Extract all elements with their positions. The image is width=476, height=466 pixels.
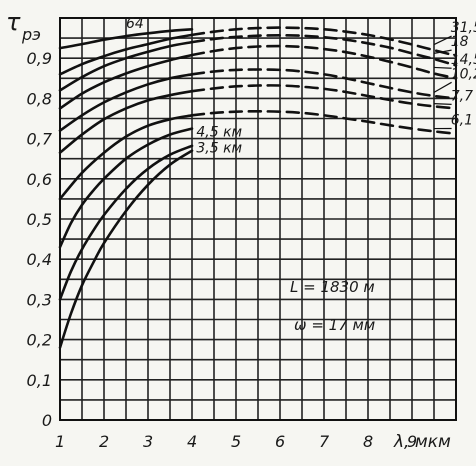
x-tick-label: 2 <box>99 432 109 451</box>
x-tick-label: 6 <box>275 432 285 451</box>
y-tick-label: 0 <box>42 411 52 430</box>
series-label: 7,7 <box>451 88 473 104</box>
series-leader-line <box>434 82 452 92</box>
x-tick-label: 1 <box>55 432 65 451</box>
x-axis-label: λ, мкм <box>393 432 451 452</box>
series-label: 3,5 км <box>196 141 242 157</box>
y-tick-label: 0,9 <box>27 49 52 68</box>
series-leader-line <box>434 67 452 68</box>
x-tick-label: 4 <box>187 432 197 451</box>
y-tick-label: 0,7 <box>27 130 53 149</box>
y-tick-label: 0,2 <box>27 331 52 350</box>
series-label: 10,2 <box>451 66 476 82</box>
y-tick-label: 0,8 <box>27 89 52 108</box>
series-leader-line <box>434 104 452 105</box>
annotation-width: ω = 17 мм <box>294 316 375 334</box>
y-tick-label: 0,4 <box>27 250 52 269</box>
annotation-length: L = 1830 м <box>290 278 375 296</box>
x-tick-label: 3 <box>143 432 153 451</box>
series-label: 6,1 км <box>451 113 476 129</box>
series-label: 64 <box>126 16 144 32</box>
x-tick-label: 8 <box>363 432 373 451</box>
y-tick-label: 0,3 <box>27 290 52 309</box>
series-label: 4,5 км <box>196 125 242 141</box>
y-tick-label: 0,1 <box>27 371 52 390</box>
y-tick-label: 0,5 <box>27 210 52 229</box>
x-tick-label: 5 <box>231 432 241 451</box>
y-tick-label: 0,6 <box>27 170 52 189</box>
series-label: 18 <box>451 34 469 50</box>
x-tick-label: 7 <box>319 432 330 451</box>
y-axis-label: τ <box>6 8 21 36</box>
y-axis-label-subscript: рэ <box>21 25 41 44</box>
